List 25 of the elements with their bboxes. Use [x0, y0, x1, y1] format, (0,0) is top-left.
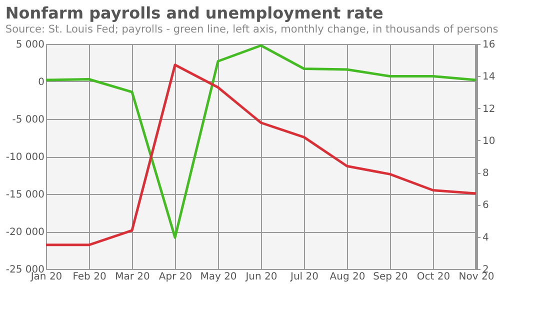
x-tick-label: Jan 20 [30, 272, 62, 282]
x-tick-label: Jul 20 [290, 272, 318, 282]
y2-tick-label: 14 [482, 72, 496, 83]
x-tick-label: Apr 20 [158, 272, 192, 282]
y-tick-label: -10 000 [6, 152, 44, 163]
y2-tick-label: 4 [482, 232, 489, 244]
y-tick-label: -20 000 [6, 227, 44, 238]
x-tick-label: Mar 20 [115, 272, 150, 282]
y2-tick-label: 10 [482, 136, 496, 147]
y-tick-label: 5 000 [16, 40, 44, 50]
y-tick-label: -15 000 [6, 190, 44, 200]
x-tick-label: Feb 20 [72, 272, 106, 282]
y-tick-label: -5 000 [12, 114, 44, 126]
x-tick-label: May 20 [200, 272, 237, 282]
y2-tick-label: 12 [482, 104, 496, 115]
x-tick-label: Sep 20 [373, 272, 408, 282]
chart-subtitle: Source: St. Louis Fed; payrolls - green line, left axis, monthly change, in thousands of persons [5, 24, 498, 36]
x-tick-label: Oct 20 [416, 272, 450, 282]
y2-tick-label: 8 [482, 168, 489, 180]
y2-tick-label: 6 [482, 200, 489, 212]
x-tick-label: Aug 20 [330, 272, 366, 282]
y-tick-label: 0 [38, 77, 44, 88]
x-tick-label: Jun 20 [244, 272, 278, 282]
chart-title: Nonfarm payrolls and unemployment rate [5, 4, 384, 22]
y2-tick-label: 16 [482, 40, 496, 50]
